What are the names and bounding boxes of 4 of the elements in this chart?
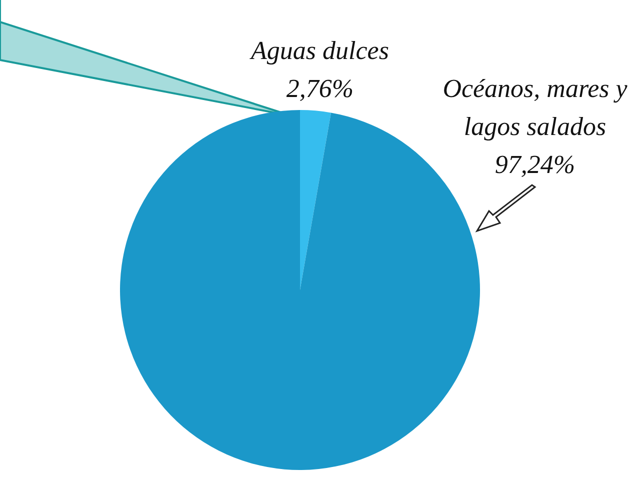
- data-label: 2,76%: [285, 73, 355, 105]
- data-label: 97,24%: [494, 149, 576, 181]
- slice-label: Océanos, mares y lagos salados: [442, 73, 628, 143]
- slice-label: Aguas dulces: [248, 35, 390, 67]
